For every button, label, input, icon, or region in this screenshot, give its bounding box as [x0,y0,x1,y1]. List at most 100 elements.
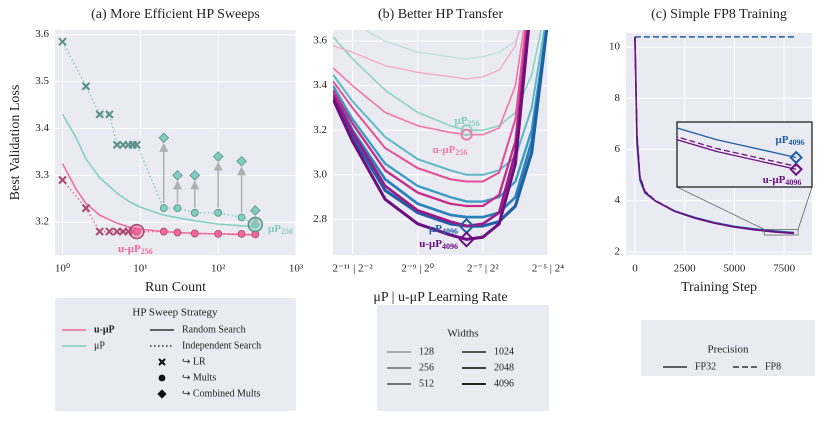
marker-diamond [236,155,247,167]
marker-circle [190,229,199,238]
x-tick-label: 7500 [773,263,796,275]
x-axis-label: Run Count [145,280,206,295]
series-line [333,30,546,176]
legend-label: ↪ LR [182,356,206,367]
annotation-subscript: 4096 [442,242,458,251]
marker-circle [158,374,166,382]
marker-x [105,227,114,236]
legend-box [377,305,549,411]
marker-diamond [158,132,170,144]
y-tick-label: 3.4 [313,79,327,91]
x-tick-label: 2⁻¹¹ | 2⁻² [332,263,373,275]
chart-title: (a) More Efficient HP Sweeps [91,7,260,22]
annotation-subscript: 256 [467,119,479,128]
marker-diamond [212,151,224,162]
marker-diamond [458,231,475,248]
annotation-text: μP [455,115,468,127]
y-tick-label: 3.5 [35,75,49,87]
legend-label: FP32 [695,361,716,372]
zoom-connector [797,186,813,230]
annotation: u-μP4096 [763,174,802,187]
marker-circle [237,230,246,238]
y-tick-label: 3.4 [35,122,49,134]
marker-circle [237,213,246,222]
x-tick-label: 2⁻⁹ | 2⁰ [401,263,434,275]
annotation-text: u-μP [419,238,442,250]
legend-label: 256 [419,362,434,373]
marker-x [132,140,142,150]
marker-diamond [789,162,803,177]
zoom-connector [676,186,765,230]
marker-x [105,110,114,119]
x-tick-label: 2⁻⁷ | 2² [467,263,499,275]
marker-circle [159,204,168,213]
marker-diamond [172,170,183,181]
annotation-subscript: 4096 [442,227,458,236]
x-tick-label: 2500 [674,263,697,275]
marker-x [112,227,122,236]
annotation: μP4096 [776,134,805,147]
marker-x [58,37,67,46]
x-tick-label: 2⁻⁵ | 2⁴ [532,263,564,275]
marker-x [112,140,122,150]
y-tick-label: 10 [609,41,621,53]
legend-box [641,320,815,376]
marker-x [81,82,91,91]
x-tick-label: 10¹ [133,263,147,275]
y-tick-label: 3.2 [313,124,327,136]
annotation-text: u-μP [763,174,786,186]
annotation-text: μP [776,134,789,146]
annotation-text: μP [429,223,442,235]
zoom-region [763,228,799,236]
y-axis-label: Best Validation Loss [8,85,23,201]
marker-diamond [157,389,167,399]
y-tick-label: 6 [615,143,621,155]
annotation-subscript: 4096 [788,138,804,147]
annotation-subscript: 256 [141,247,153,256]
y-tick-label: 2 [615,245,621,257]
legend-label: FP8 [765,361,781,372]
series-line [363,30,522,60]
series-line [333,30,530,241]
marker-x [158,358,166,366]
legend-label: 2048 [494,362,514,373]
legend-title: Precision [708,344,749,356]
annotation: μP4096 [429,223,458,236]
marker-x [81,203,91,213]
x-axis-label: Training Step [681,280,757,295]
x-tick-label: 5000 [723,263,746,275]
legend-label: ↪ Mults [182,372,216,383]
y-tick-label: 3.2 [35,216,49,228]
y-tick-label: 3.6 [313,35,327,47]
annotation: u-μP256 [433,144,468,157]
series-line [333,30,520,80]
y-tick-label: 2.8 [313,213,327,225]
marker-circle [173,228,182,237]
legend-label: 4096 [494,378,514,389]
marker-circle [190,208,199,217]
marker-x [58,175,67,185]
legend-box [55,298,296,411]
annotation: μP256 [268,223,293,236]
x-tick-label: 10² [211,263,226,275]
legend-label: u-μP [94,324,115,335]
series-line [634,36,795,235]
annotation-subscript: 4096 [785,178,801,187]
annotation-subscript: 256 [281,227,293,236]
legend-label: ↪ Combined Mults [182,388,260,399]
marker-circle [214,230,223,238]
annotation: u-μP4096 [419,238,458,251]
chart-title: (c) Simple FP8 Training [651,7,787,22]
plot-area [58,37,264,240]
y-tick-label: 3.0 [313,168,327,180]
annotation-text: u-μP [433,144,456,156]
x-tick-label: 0 [632,263,638,275]
x-tick-label: 10⁰ [55,263,71,275]
legend-label: 128 [419,346,434,357]
marker-x [95,110,104,119]
legend-label: 1024 [494,346,514,357]
annotation-subscript: 256 [455,148,467,157]
y-tick-label: 3.6 [35,28,49,40]
x-axis-label: μP | u-μP Learning Rate [373,290,507,305]
